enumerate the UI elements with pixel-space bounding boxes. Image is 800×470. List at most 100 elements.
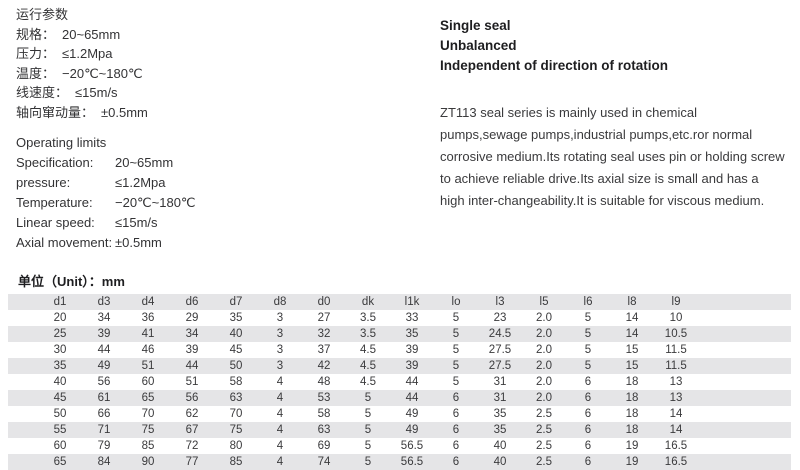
cn-params-title: 运行参数: [16, 7, 69, 22]
table-cell: 6: [584, 376, 592, 388]
table-cell: 16.5: [664, 440, 688, 452]
table-cell: 31: [493, 376, 507, 388]
table-cell: 35: [405, 328, 419, 340]
table-cell: 56: [97, 376, 111, 388]
table-cell: 39: [185, 344, 199, 356]
column-header: d3: [97, 296, 111, 308]
table-cell: 5: [584, 312, 592, 324]
table-cell: 36: [141, 312, 155, 324]
unit-label: 单位（Unit）：mm: [18, 274, 125, 289]
table-cell: 11.5: [665, 360, 687, 372]
param-label: 温度：: [16, 65, 56, 81]
table-cell: 3: [276, 328, 284, 340]
table-cell: 66: [97, 408, 111, 420]
column-header: l6: [583, 296, 593, 308]
row-fill-spacer: [698, 358, 791, 374]
row-lead-spacer: [8, 422, 38, 438]
table-cell: 61: [97, 392, 111, 404]
row-fill-spacer: [698, 390, 791, 406]
en-operating-limits: Operating limits Specification: 20~65mm p…: [16, 133, 196, 253]
table-cell: 5: [584, 344, 592, 356]
column-header: d6: [185, 296, 199, 308]
param-label: Linear speed:: [16, 215, 95, 230]
table-cell: 14: [625, 328, 639, 340]
table-cell: 58: [317, 408, 331, 420]
table-cell: 25: [53, 328, 67, 340]
table-cell: 14: [669, 408, 683, 420]
table-cell: 6: [452, 424, 460, 436]
cn-operating-params: 运行参数 规格： 20~65mm 压力： ≤1.2Mpa 温度： −20℃~180℃ …: [16, 5, 148, 122]
table-cell: 4.5: [360, 344, 376, 356]
table-cell: 50: [53, 408, 67, 420]
column-header: d1: [53, 296, 67, 308]
table-cell: 6: [452, 440, 460, 452]
column-header: dk: [361, 296, 375, 308]
table-cell: 20: [53, 312, 67, 324]
param-label: Axial movement:: [16, 235, 113, 250]
table-cell: 58: [229, 376, 243, 388]
table-head: d1 d3 d4 d6 d7 d8 d0 dk l1k lo l3 l5 l6 l8 l9: [8, 294, 791, 310]
param-value: 20~65mm: [62, 26, 121, 42]
column-header: d4: [141, 296, 155, 308]
series-description: ZT113 seal series is mainly used in chem…: [440, 105, 785, 208]
table-cell: 5: [584, 360, 592, 372]
row-fill-spacer: [698, 374, 791, 390]
table-cell: 3: [276, 360, 284, 372]
table-cell: 4: [276, 408, 284, 420]
param-value: ±0.5mm: [115, 235, 162, 250]
table-cell: 5: [364, 392, 372, 404]
table-cell: 3: [276, 312, 284, 324]
table-cell: 2.0: [536, 376, 552, 388]
table-row: 55 71 75 67 75 4 63 5 49 6 35 2.5 6 18 14: [8, 422, 791, 438]
row-lead-spacer: [8, 326, 38, 342]
table-cell: 5: [364, 408, 372, 420]
param-value: −20℃~180℃: [115, 195, 196, 210]
table-cell: 10: [669, 312, 683, 324]
table-cell: 24.5: [488, 328, 512, 340]
table-row: 20 34 36 29 35 3 27 3.5 33 5 23 2.0 5 14 10: [8, 310, 791, 326]
table-row: 45 61 65 56 63 4 53 5 44 6 31 2.0 6 18 13: [8, 390, 791, 406]
table-cell: 56: [185, 392, 199, 404]
table-cell: 62: [185, 408, 199, 420]
table-cell: 3: [276, 344, 284, 356]
table-cell: 18: [625, 392, 639, 404]
param-row: 压力： ≤1.2Mpa: [16, 44, 148, 64]
table-cell: 15: [625, 344, 639, 356]
param-row: Axial movement: ±0.5mm: [16, 233, 196, 253]
table-cell: 6: [584, 392, 592, 404]
table-cell: 5: [364, 424, 372, 436]
table-cell: 53: [317, 392, 331, 404]
table-cell: 49: [97, 360, 111, 372]
table-cell: 5: [364, 456, 372, 468]
table-cell: 65: [141, 392, 155, 404]
en-params-title: Operating limits: [16, 135, 107, 150]
table-cell: 5: [364, 440, 372, 452]
table-cell: 4: [276, 440, 284, 452]
table-cell: 49: [405, 424, 419, 436]
table-cell: 27: [317, 312, 331, 324]
param-label: 线速度：: [16, 85, 69, 100]
table-cell: 35: [53, 360, 67, 372]
param-value: ≤15m/s: [75, 85, 118, 100]
table-cell: 60: [141, 376, 155, 388]
table-header-row: d1 d3 d4 d6 d7 d8 d0 dk l1k lo l3 l5 l6 l8 l9: [8, 294, 791, 310]
table-cell: 74: [317, 456, 331, 468]
table-cell: 35: [229, 312, 243, 324]
table-cell: 77: [185, 456, 199, 468]
table-cell: 39: [405, 360, 419, 372]
table-cell: 40: [229, 328, 243, 340]
row-fill-spacer: [698, 454, 791, 470]
table-cell: 79: [97, 440, 111, 452]
table-row: 25 39 41 34 40 3 32 3.5 35 5 24.5 2.0 5 14 10.5: [8, 326, 791, 342]
table-cell: 2.5: [536, 456, 552, 468]
param-label: 压力：: [16, 46, 56, 61]
column-header: d7: [229, 296, 243, 308]
table-cell: 11.5: [665, 344, 687, 356]
table-cell: 31: [493, 392, 507, 404]
table-cell: 15: [625, 360, 639, 372]
table-cell: 2.5: [536, 440, 552, 452]
table-cell: 13: [669, 392, 683, 404]
table-cell: 18: [625, 408, 639, 420]
table-cell: 84: [97, 456, 111, 468]
table-cell: 46: [141, 344, 155, 356]
